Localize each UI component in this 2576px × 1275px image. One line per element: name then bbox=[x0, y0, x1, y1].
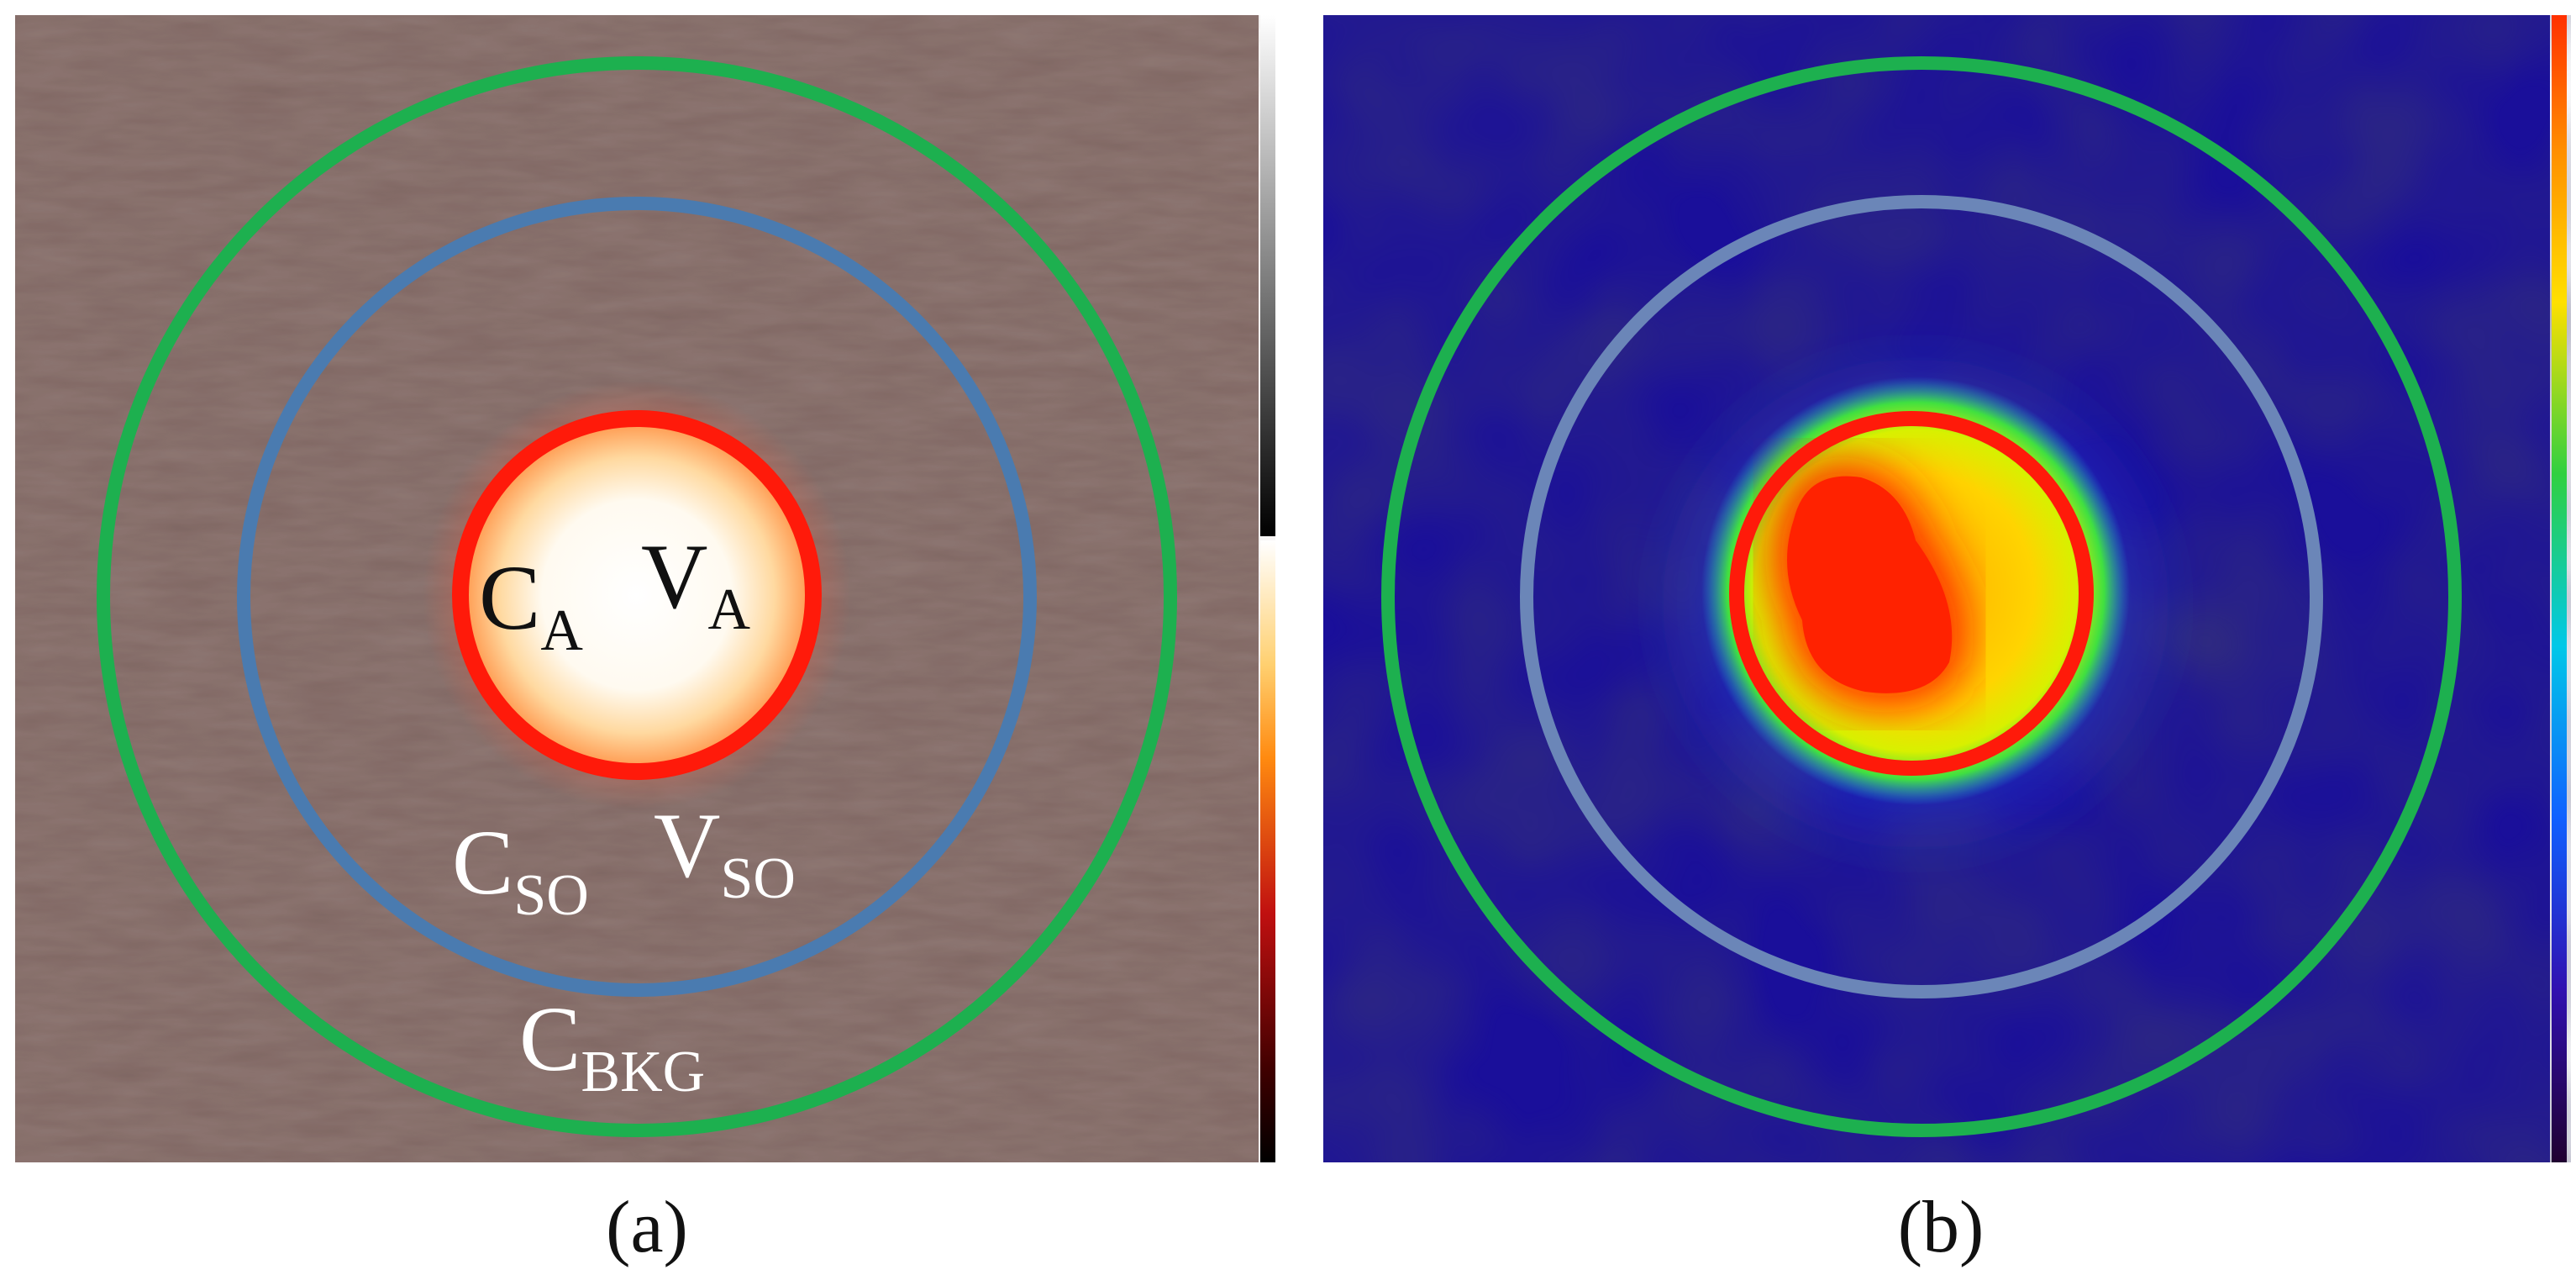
panel-a-image: CA VA CSO VSO CBKG bbox=[15, 15, 1275, 1162]
middle-ring-b bbox=[1520, 195, 2323, 998]
outer-ring-b bbox=[1381, 56, 2462, 1137]
panel-a: CA VA CSO VSO CBKG bbox=[15, 15, 1275, 1162]
label-ca: CA bbox=[479, 546, 583, 663]
label-va: VA bbox=[641, 525, 750, 642]
panel-b-image bbox=[1323, 15, 2567, 1162]
hot-spot-a bbox=[465, 423, 809, 767]
inner-ring-b bbox=[1729, 411, 2094, 776]
label-cbkg: CBKG bbox=[519, 988, 705, 1104]
outer-ring-a bbox=[97, 56, 1177, 1137]
caption-a: (a) bbox=[606, 1187, 688, 1268]
gray-colorbar bbox=[1260, 15, 1275, 536]
hot-colorbar bbox=[1260, 540, 1275, 1162]
middle-ring-a bbox=[237, 197, 1037, 997]
panel-b bbox=[1323, 15, 2571, 1162]
inner-ring-a bbox=[452, 410, 822, 780]
label-cso: CSO bbox=[452, 811, 589, 928]
label-vso: VSO bbox=[654, 794, 796, 911]
jet-colorbar bbox=[2552, 15, 2567, 1162]
caption-b: (b) bbox=[1897, 1187, 1985, 1268]
